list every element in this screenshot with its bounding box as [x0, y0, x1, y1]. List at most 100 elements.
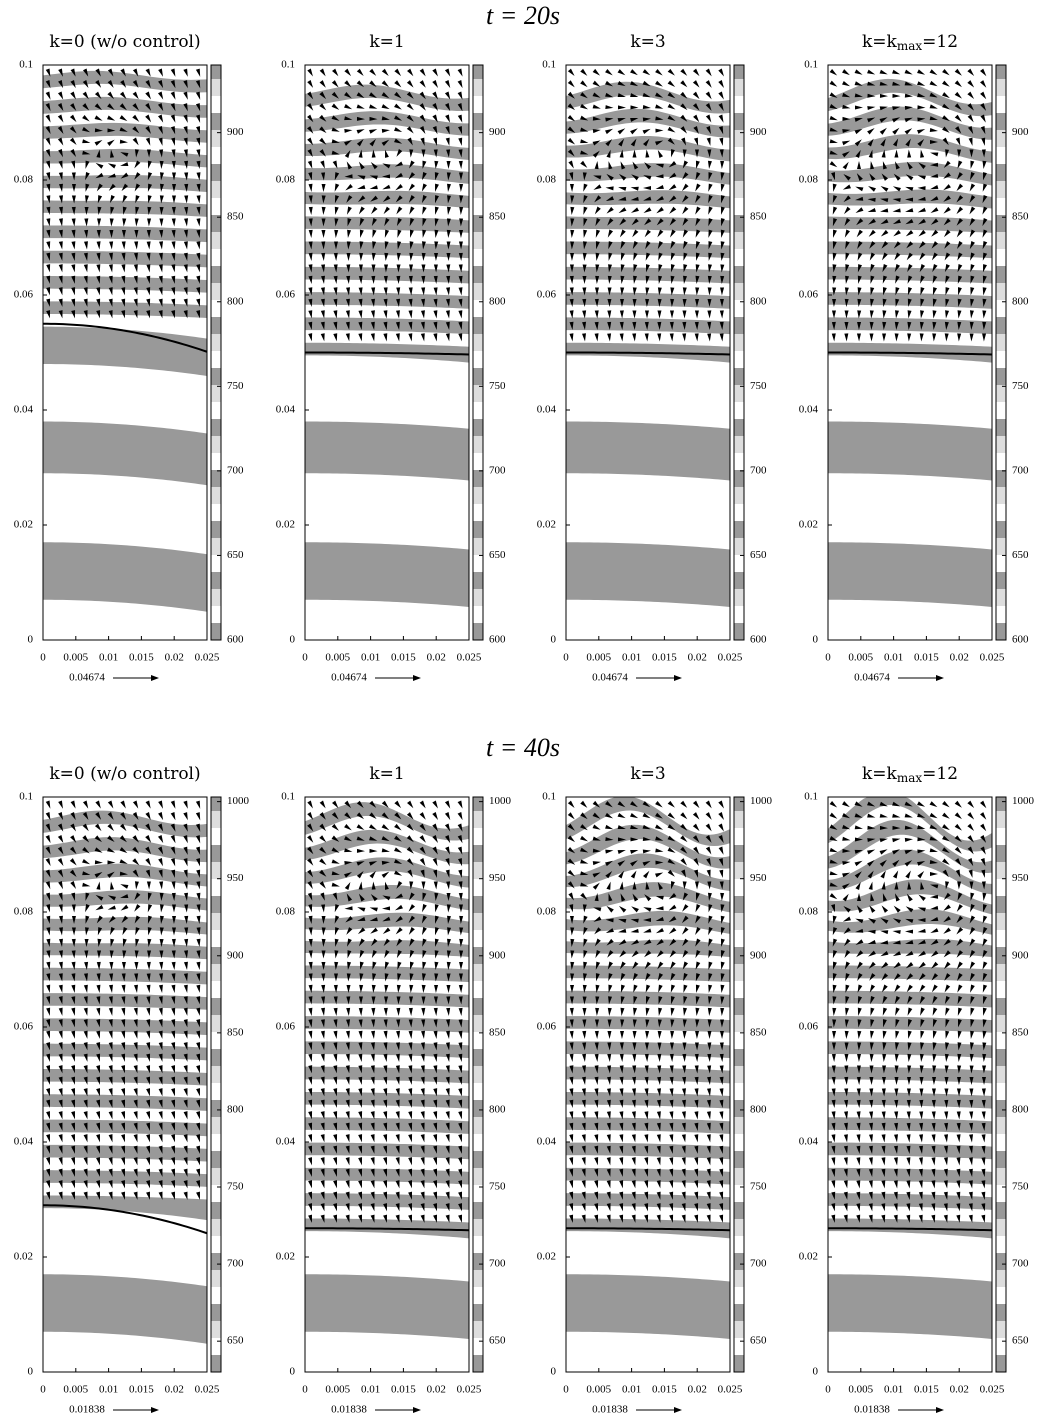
velocity-arrow [933, 310, 937, 318]
velocity-arrow [394, 69, 401, 76]
colorbar-tick-label: 850 [489, 211, 506, 223]
velocity-arrow [171, 69, 176, 77]
velocity-arrow [184, 1088, 188, 1096]
velocity-arrow [857, 230, 863, 238]
velocity-arrow [895, 333, 899, 341]
velocity-arrow [396, 207, 402, 215]
velocity-arrow [644, 1180, 648, 1188]
velocity-arrow [645, 1031, 649, 1039]
colorbar-block [734, 1236, 744, 1253]
velocity-arrow [580, 859, 588, 863]
colorbar-block [734, 1253, 744, 1270]
reference-vector-head [151, 1407, 159, 1413]
colorbar-tick-label: 900 [1012, 126, 1029, 138]
velocity-arrow [447, 161, 451, 169]
plot: 00.0050.010.0150.020.02500.020.040.060.0… [537, 59, 767, 684]
x-tick-label: 0.015 [914, 652, 939, 664]
velocity-arrow [307, 80, 313, 88]
velocity-arrow [593, 861, 601, 865]
colorbar-block [211, 1083, 221, 1100]
velocity-arrow [409, 1008, 413, 1016]
velocity-arrow [109, 1111, 113, 1119]
velocity-arrow [844, 1203, 848, 1211]
colorbar-tick-label: 800 [489, 1103, 506, 1115]
velocity-arrow [680, 801, 687, 808]
velocity-arrow [920, 1077, 924, 1085]
velocity-arrow [46, 881, 50, 889]
velocity-arrow [657, 1077, 661, 1085]
velocity-arrow [422, 230, 426, 238]
colorbar-block [473, 572, 483, 589]
velocity-arrow [432, 80, 438, 88]
velocity-arrow [919, 1134, 923, 1142]
velocity-arrow [582, 333, 586, 341]
velocity-arrow [146, 1134, 150, 1142]
velocity-arrow [334, 1008, 338, 1016]
colorbar-block [211, 913, 221, 930]
velocity-arrow [134, 1180, 138, 1188]
velocity-arrow [332, 104, 340, 110]
velocity-arrow [171, 115, 176, 123]
colorbar-block [734, 1015, 744, 1032]
colorbar-block [996, 998, 1006, 1015]
velocity-arrow [930, 836, 938, 840]
colorbar-block [473, 1338, 483, 1355]
colorbar-block [734, 1049, 744, 1066]
velocity-arrow [46, 1157, 50, 1165]
velocity-arrow [668, 801, 675, 808]
x-tick-label: 0.005 [63, 1384, 88, 1396]
velocity-arrow [920, 1054, 924, 1062]
velocity-arrow [171, 241, 175, 249]
velocity-arrow [358, 333, 362, 341]
velocity-arrow [918, 208, 926, 213]
velocity-arrow [84, 985, 88, 993]
velocity-arrow [632, 310, 636, 318]
velocity-arrow [832, 1054, 836, 1062]
velocity-arrow [159, 1008, 163, 1016]
velocity-arrow [869, 1134, 873, 1142]
velocity-arrow [706, 69, 712, 77]
colorbar-block [996, 623, 1006, 640]
velocity-arrow [643, 871, 649, 879]
velocity-arrow [346, 1077, 350, 1085]
velocity-arrow [720, 893, 724, 901]
velocity-arrow [570, 1008, 574, 1016]
colorbar-block [473, 913, 483, 930]
colorbar-tick-label: 650 [227, 1335, 244, 1347]
velocity-arrow [433, 1054, 437, 1062]
temperature-band [828, 1193, 992, 1210]
y-tick-label: 0 [813, 1366, 819, 1378]
velocity-arrow [320, 161, 325, 169]
velocity-arrow [882, 985, 888, 993]
velocity-arrow [894, 906, 901, 913]
colorbar-block [473, 1270, 483, 1287]
velocity-arrow [333, 161, 338, 169]
velocity-arrow [59, 1134, 63, 1142]
velocity-arrow [844, 207, 851, 215]
velocity-arrow [644, 1134, 648, 1142]
velocity-arrow [371, 310, 375, 318]
temperature-band [566, 1193, 730, 1210]
colorbar-tick-label: 900 [1012, 949, 1029, 961]
y-tick-label: 0.08 [14, 174, 34, 186]
velocity-arrow [569, 1203, 573, 1211]
colorbar-block [996, 930, 1006, 947]
velocity-arrow [370, 907, 378, 911]
velocity-arrow [695, 287, 699, 295]
velocity-arrow [905, 208, 913, 212]
reference-vector-label: 0.01838 [592, 1404, 628, 1416]
velocity-arrow [956, 1180, 960, 1188]
colorbar: 6507007508008509009501000 [211, 795, 250, 1372]
velocity-arrow [58, 138, 63, 146]
velocity-arrow [309, 230, 313, 238]
velocity-arrow [956, 1157, 960, 1165]
temperature-band [566, 1016, 730, 1033]
velocity-arrow [708, 287, 712, 295]
velocity-arrow [569, 333, 573, 341]
velocity-arrow [643, 186, 651, 190]
velocity-arrow [595, 161, 599, 169]
colorbar: 600650700750800850900 [211, 65, 244, 646]
velocity-arrow [110, 882, 114, 890]
velocity-arrow [422, 904, 427, 912]
velocity-arrow [122, 241, 126, 249]
